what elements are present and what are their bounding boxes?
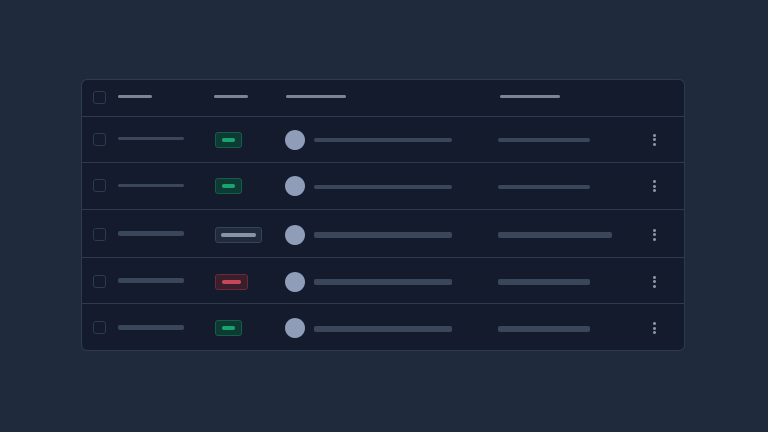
header-placeholder-status — [214, 95, 248, 98]
name-placeholder — [118, 137, 184, 140]
status-badge-danger — [215, 273, 248, 290]
status-placeholder — [222, 184, 235, 188]
avatar — [285, 129, 305, 150]
avatar — [285, 271, 305, 292]
more-options-icon[interactable] — [653, 275, 656, 290]
table-row[interactable] — [82, 163, 684, 210]
status-badge-success — [215, 320, 242, 336]
header-placeholder-name — [118, 95, 152, 98]
more-options-icon[interactable] — [653, 133, 656, 148]
status-badge-success — [215, 131, 242, 148]
user-placeholder — [314, 232, 452, 238]
row-checkbox[interactable] — [93, 227, 106, 241]
table-row[interactable] — [82, 117, 684, 163]
more-options-icon[interactable] — [653, 322, 656, 336]
status-placeholder — [222, 137, 235, 142]
data-table — [81, 79, 685, 351]
status-placeholder — [222, 279, 241, 284]
avatar — [285, 176, 305, 196]
status-placeholder — [222, 326, 235, 330]
more-options-icon[interactable] — [653, 228, 656, 243]
date-placeholder — [498, 325, 590, 332]
table-row[interactable] — [82, 304, 684, 350]
name-placeholder — [118, 183, 184, 187]
date-placeholder — [498, 232, 612, 238]
name-placeholder — [118, 231, 184, 236]
name-placeholder — [118, 278, 184, 283]
row-checkbox[interactable] — [93, 179, 106, 192]
select-all-checkbox[interactable] — [93, 91, 106, 104]
row-checkbox[interactable] — [93, 321, 106, 334]
user-placeholder — [314, 279, 452, 285]
table-row[interactable] — [82, 210, 684, 258]
avatar — [285, 318, 305, 338]
row-checkbox[interactable] — [93, 132, 106, 146]
date-placeholder — [498, 184, 590, 189]
date-placeholder — [498, 138, 590, 142]
status-badge-success — [215, 178, 242, 194]
user-placeholder — [314, 184, 452, 189]
header-placeholder-date — [500, 95, 560, 98]
table-row[interactable] — [82, 258, 684, 304]
more-options-icon[interactable] — [653, 180, 656, 194]
date-placeholder — [498, 279, 590, 285]
user-placeholder — [314, 138, 452, 142]
row-checkbox[interactable] — [93, 274, 106, 288]
header-placeholder-user — [286, 95, 346, 98]
status-badge-neutral — [215, 226, 262, 243]
status-placeholder — [221, 232, 256, 237]
table-header — [82, 80, 684, 117]
user-placeholder — [314, 325, 452, 332]
name-placeholder — [118, 324, 184, 330]
avatar — [285, 224, 305, 245]
